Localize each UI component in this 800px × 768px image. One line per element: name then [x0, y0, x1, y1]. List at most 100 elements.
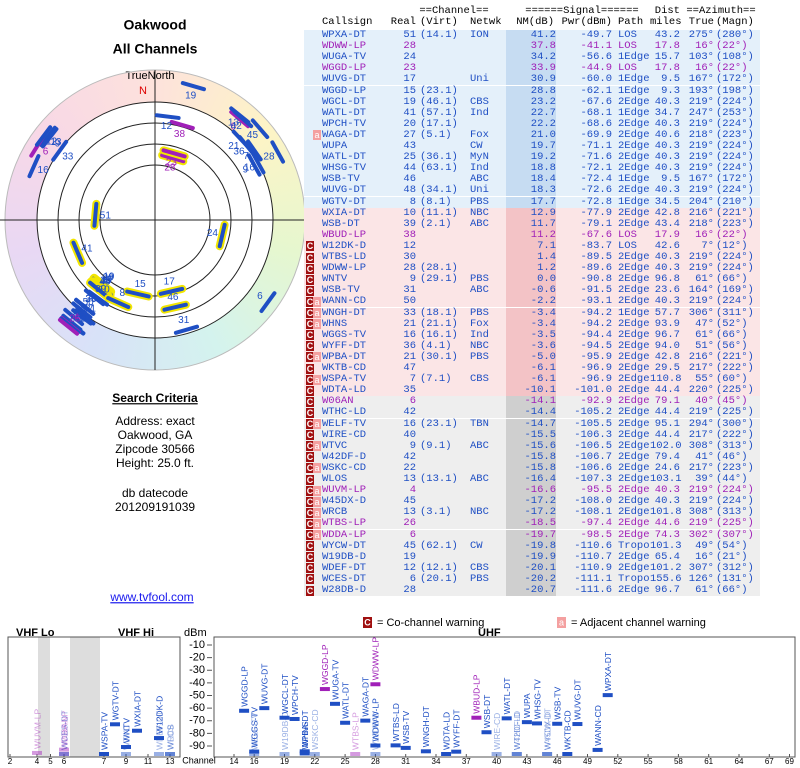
- cell-dist: 40.3: [654, 151, 680, 164]
- adj-warning: a: [313, 530, 321, 540]
- cell-path: 2Edge: [618, 395, 650, 408]
- cell-path: LOS: [618, 40, 637, 53]
- cell-virt: (30.1): [420, 350, 458, 363]
- spectrum-bar: [370, 752, 381, 756]
- bar-label: 30: [86, 294, 98, 305]
- cell-netwk: CW: [470, 539, 483, 552]
- co-warning: C: [306, 396, 314, 407]
- cell-magn: (60°): [716, 373, 748, 386]
- table-row: C W42DF-D 42 -15.8 -106.7 2Edge 79.4 41° (46°): [304, 450, 760, 463]
- north-marker: N: [139, 85, 147, 97]
- cell-path: 2Edge: [618, 473, 650, 485]
- cell-dist: 40.3: [654, 484, 680, 497]
- cell-callsign: WSPA-TV: [322, 373, 367, 386]
- cell-virt: (63.1): [420, 162, 458, 175]
- cell-path: 2Edge: [618, 284, 650, 297]
- x-tick-label: 58: [674, 757, 683, 766]
- cell-magn: (313°): [716, 439, 754, 452]
- cell-path: 1Edge: [618, 73, 650, 86]
- cell-callsign: WGGD-LP: [322, 84, 367, 97]
- cell-real: 12: [403, 561, 416, 574]
- cell-callsign: W19DB-D: [322, 550, 367, 563]
- bar-label: 42: [73, 310, 85, 321]
- cell-netwk: CBS: [470, 561, 489, 574]
- cell-virt: (4.1): [420, 339, 452, 352]
- bar-label: 45: [70, 312, 82, 323]
- spectrum-label: WUVG-DT: [260, 664, 270, 705]
- station-bar: [250, 151, 266, 175]
- co-warning: C: [306, 585, 314, 596]
- spectrum-label: W19DB-D: [280, 712, 290, 750]
- cell-real: 16: [403, 328, 416, 341]
- co-warning: C: [306, 363, 314, 374]
- site-link[interactable]: www.tvfool.com: [109, 590, 193, 604]
- spectrum-bar: [165, 752, 175, 756]
- cell-true: 126°: [688, 572, 714, 585]
- cell-callsign: WNGH-DT: [322, 306, 367, 319]
- cell-pwr: -60.0: [580, 73, 612, 86]
- cell-callsign: WPBA-DT: [322, 350, 367, 363]
- cell-netwk: Fox: [470, 317, 489, 330]
- spectrum-bar: [299, 751, 310, 756]
- cell-dist: 15.7: [654, 51, 680, 64]
- spectrum-label: WATL-DT: [502, 678, 512, 715]
- cell-real: 50: [403, 295, 416, 308]
- cell-magn: (253°): [716, 106, 754, 119]
- cell-nm: 1.2: [506, 262, 556, 275]
- group-header: ==Azimuth==: [686, 5, 756, 17]
- cell-real: 6: [409, 572, 416, 585]
- spectrum-bar: [299, 749, 310, 754]
- cell-magn: (313°): [716, 506, 754, 519]
- cell-path: 2Edge: [618, 184, 650, 197]
- cell-magn: (225°): [716, 517, 754, 530]
- table-row: C WKTB-CD 47 -6.1 -96.9 2Edge 29.5 217° (222°): [304, 362, 760, 375]
- spectrum-label: WHNS: [300, 721, 310, 747]
- cell-virt: (5.1): [420, 128, 452, 141]
- station-bar: [229, 106, 251, 125]
- co-warning: C: [306, 552, 314, 563]
- table-row: WUPA 43 CW 19.7 -71.1 2Edge 40.3 219° (224°): [304, 140, 760, 153]
- cell-magn: (66°): [716, 328, 748, 341]
- cell-virt: (23.1): [420, 84, 458, 97]
- cell-pwr: -93.1: [580, 295, 612, 308]
- column-header: Callsign: [322, 16, 373, 28]
- cell-true: 218°: [688, 128, 714, 141]
- spectrum-label: WLOS: [165, 725, 175, 750]
- cell-real: 4: [409, 484, 416, 497]
- spectrum-bar: [165, 752, 175, 756]
- table-row: WUVG-DT 48 (34.1) Uni 18.3 -72.6 2Edge 40.3 219°…: [304, 184, 760, 197]
- bar-label: 42: [231, 121, 243, 132]
- cell-netwk: Ind: [470, 106, 489, 119]
- cell-netwk: CBS: [470, 95, 489, 108]
- legend-adj: = Adjacent channel warning: [571, 617, 706, 629]
- co-warning: C: [306, 330, 314, 341]
- cell-true: 16°: [695, 550, 714, 563]
- adj-warning: a: [313, 419, 321, 429]
- cell-path: 2Edge: [618, 450, 650, 463]
- cell-true: 219°: [688, 484, 714, 497]
- station-bar: [158, 286, 185, 296]
- cell-dist: 110.8: [650, 373, 682, 386]
- station-bar: [125, 289, 151, 299]
- cell-dist: 44.6: [654, 517, 680, 530]
- cell-dist: 40.3: [654, 495, 680, 508]
- channel-table: ==Channel== ======Signal====== Dist ==Azimu…: [304, 0, 800, 606]
- cell-real: 24: [403, 51, 416, 64]
- bar-label: 10: [99, 285, 111, 296]
- spectrum-label: WAGA-DT: [361, 677, 371, 717]
- spectrum-bar: [340, 720, 351, 725]
- cell-path: 2Edge: [618, 439, 650, 452]
- cell-true: 167°: [688, 173, 714, 186]
- cell-true: 16°: [695, 228, 714, 241]
- cell-real: 36: [403, 339, 416, 352]
- cell-dist: 40.3: [654, 251, 680, 263]
- cell-path: 2Edge: [618, 428, 650, 441]
- x-tick-label: 5: [48, 757, 53, 766]
- spectrum-bar: [420, 749, 431, 754]
- legend-co: = Co-channel warning: [377, 617, 484, 629]
- cell-true: 219°: [688, 251, 714, 263]
- cell-virt: (21.1): [420, 317, 458, 330]
- bar-label: 19: [103, 272, 115, 283]
- cell-virt: (34.1): [420, 184, 458, 197]
- x-tick-label: 25: [341, 757, 350, 766]
